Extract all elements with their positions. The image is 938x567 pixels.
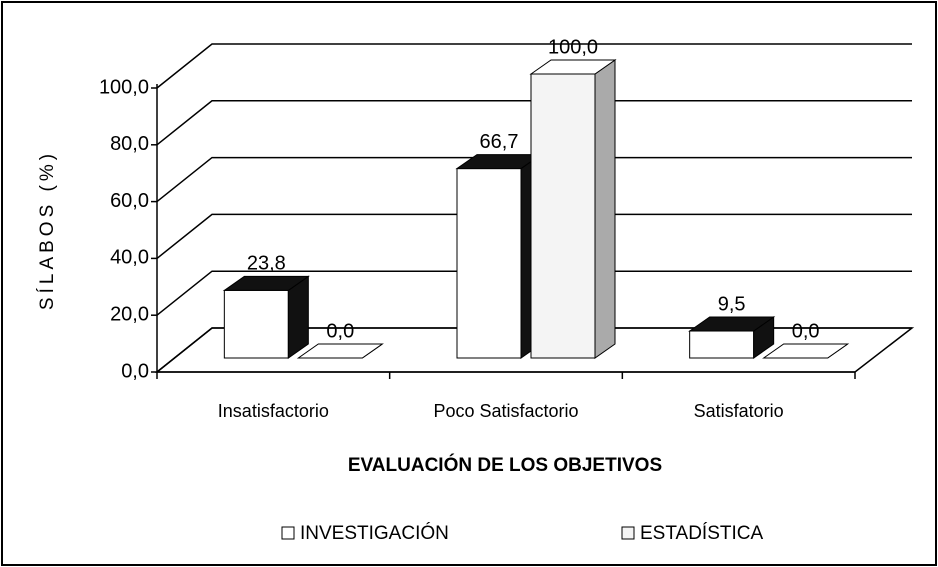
value-label: 66,7 [480, 131, 519, 153]
y-tick-label: 60,0 [110, 190, 149, 212]
value-label: 0,0 [792, 320, 820, 342]
legend-label: ESTADÍSTICA [640, 523, 763, 544]
value-label: 0,0 [326, 320, 354, 342]
x-tick-label: Insatisfactorio [218, 401, 329, 421]
grid-line [156, 43, 912, 89]
y-tick-label: 20,0 [110, 303, 149, 325]
value-label: 23,8 [247, 253, 286, 275]
x-axis-title: EVALUACIÓN DE LOS OBJETIVOS [348, 454, 662, 476]
legend-label: INVESTIGACIÓN [300, 522, 449, 544]
y-tick-label: 40,0 [110, 247, 149, 269]
legend-swatch [621, 526, 635, 540]
bar-front [530, 73, 596, 359]
bar-top [529, 59, 617, 75]
bar-top [222, 275, 310, 291]
value-label: 100,0 [548, 36, 598, 58]
bar-front [689, 330, 755, 359]
y-axis-title: SÍLABOS (%) [37, 150, 58, 310]
y-tick-label: 80,0 [110, 133, 149, 155]
grid-line [156, 156, 912, 203]
grid-line [156, 213, 912, 259]
bar-top [762, 343, 850, 359]
bar-side [594, 59, 616, 359]
y-tick-label: 100,0 [99, 76, 149, 98]
legend-swatch [281, 526, 295, 540]
x-tick-label: Poco Satisfactorio [433, 401, 578, 421]
bar-front [223, 289, 289, 359]
grid-line [156, 327, 912, 373]
bar-front [456, 168, 522, 359]
grid-line [156, 270, 912, 316]
bar-top [296, 343, 384, 359]
y-tick-label: 0,0 [121, 360, 149, 382]
x-tick-label: Satisfatorio [694, 401, 784, 421]
grid-line [156, 100, 912, 146]
bar-top [688, 316, 776, 332]
value-label: 9,5 [718, 293, 746, 315]
